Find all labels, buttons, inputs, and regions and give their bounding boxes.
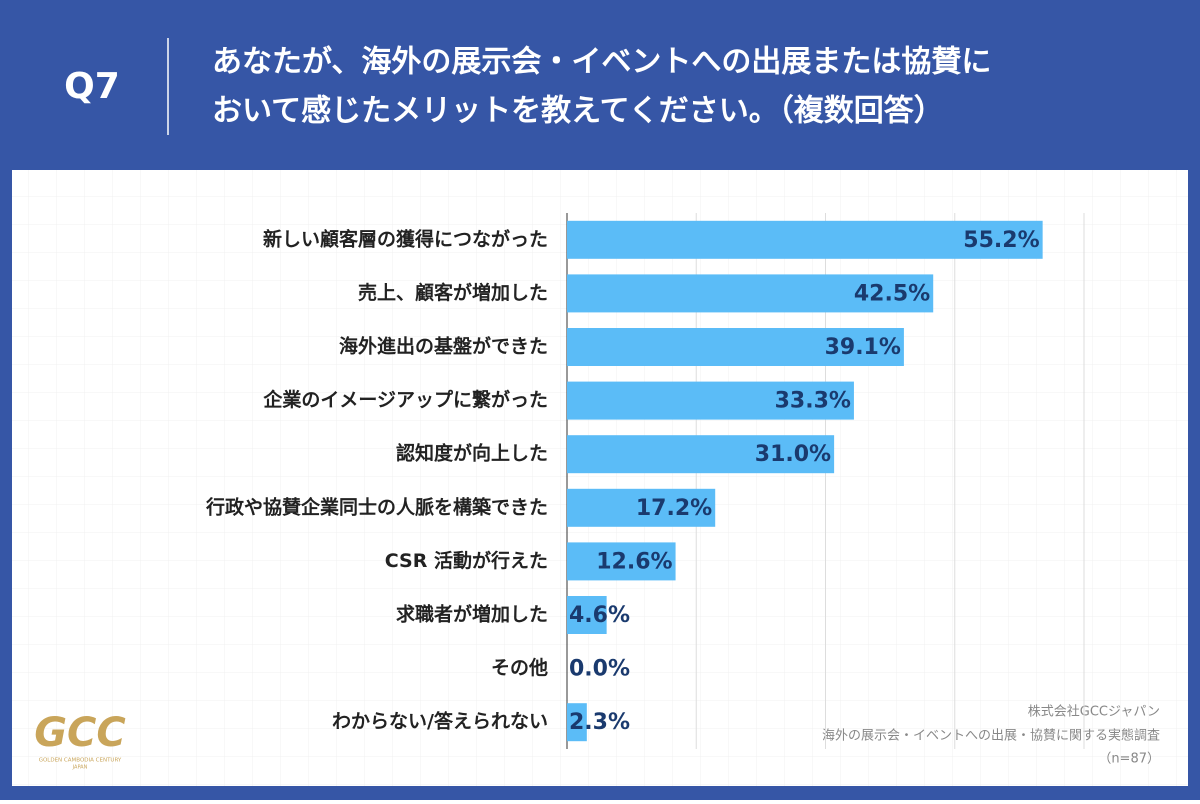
bar xyxy=(567,220,1043,259)
title-line: おいて感じたメリットを教えてください。（複数回答） xyxy=(212,94,944,129)
value-label: 2.3% xyxy=(569,710,630,735)
bar xyxy=(567,488,716,527)
value-label: 12.6% xyxy=(596,549,672,574)
y-tick-label: 売上、顧客が増加した xyxy=(358,281,548,304)
y-tick-label: 企業のイメージアップに繋がった xyxy=(262,388,548,411)
y-tick-label: わからない/答えられない xyxy=(332,710,548,733)
title-line: あなたが、海外の展示会・イベントへの出展または協賛に xyxy=(212,45,991,80)
bar xyxy=(567,274,934,313)
value-label: 39.1% xyxy=(825,335,901,360)
y-tick-label: 求職者が増加した xyxy=(396,603,548,626)
source: 株式会社GCCジャパン xyxy=(1028,704,1160,720)
y-tick-label: CSR 活動が行えた xyxy=(385,549,548,572)
source: 海外の展示会・イベントへの出展・協賛に関する実態調査 xyxy=(822,728,1160,744)
y-tick-label: 認知度が向上した xyxy=(396,442,548,465)
bar xyxy=(567,381,854,420)
logo-subtitle: GOLDEN CAMBODIA CENTURY xyxy=(39,758,122,764)
bar xyxy=(567,596,607,634)
question-number: Q7 xyxy=(64,66,120,107)
y-tick-label: 海外進出の基盤ができた xyxy=(339,335,548,358)
value-label: 33.3% xyxy=(775,389,851,414)
value-label: 4.6% xyxy=(569,603,630,628)
logo-text: GCC xyxy=(34,710,126,756)
source: （n=87） xyxy=(1098,752,1160,767)
y-tick-label: その他 xyxy=(491,656,548,679)
y-tick-label: 行政や協賛企業同士の人脈を構築できた xyxy=(205,495,548,518)
y-tick-label: 新しい顧客層の獲得につながった xyxy=(263,227,548,250)
bar xyxy=(567,542,676,581)
logo: GCC GOLDEN CAMBODIA CENTURY JAPAN xyxy=(34,710,126,771)
logo-subtitle: JAPAN xyxy=(72,765,88,771)
bar xyxy=(567,435,835,474)
value-label: 0.0% xyxy=(569,657,630,682)
value-label: 42.5% xyxy=(854,281,930,306)
value-label: 55.2% xyxy=(963,228,1039,253)
value-label: 17.2% xyxy=(636,496,712,521)
value-label: 31.0% xyxy=(755,442,831,467)
panel-pattern xyxy=(12,170,1188,786)
bar xyxy=(567,328,904,366)
bar xyxy=(567,703,587,742)
